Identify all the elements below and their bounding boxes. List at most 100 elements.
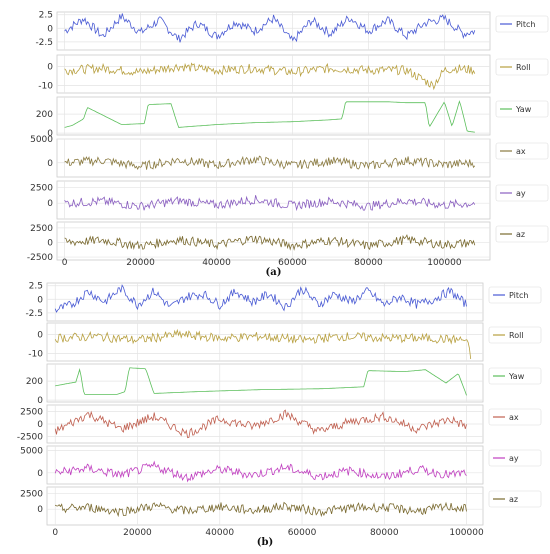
subplot-roll: 0 -10 Roll	[38, 54, 549, 94]
plot-frame	[46, 445, 484, 485]
series-line-yaw	[55, 367, 467, 396]
x-tick-label: 20000	[123, 528, 152, 538]
legend-box	[488, 408, 542, 426]
legend-label-ax: ax	[516, 147, 526, 156]
subplot-ax: 5000 0 ax	[30, 135, 549, 178]
series-line-ax	[64, 155, 476, 171]
plot-frame	[56, 96, 491, 136]
legend-box	[488, 367, 542, 385]
y-tick-label: 200	[26, 377, 43, 387]
x-tick-label: 40000	[205, 528, 234, 538]
y-tick-label: 0	[47, 238, 53, 248]
y-tick-label: -2500	[27, 253, 53, 263]
series-line-ay	[54, 460, 467, 483]
subplot-ax: 2500 0 -2500 ax	[17, 404, 542, 444]
series-line-az	[64, 234, 476, 251]
legend-box	[488, 286, 542, 304]
legend-label-yaw: Yaw	[515, 105, 532, 114]
y-tick-label: 5000	[30, 135, 53, 145]
x-tick-label: 60000	[278, 258, 307, 268]
panel-caption: (b)	[257, 537, 273, 548]
subplot-yaw: 200 0 Yaw	[26, 363, 542, 406]
series-line-ax	[54, 409, 467, 439]
subplot-roll: 0 -10 Roll	[28, 322, 542, 362]
series-line-pitch	[54, 284, 467, 313]
legend-label-yaw: Yaw	[508, 372, 525, 381]
y-tick-label: -2.5	[35, 38, 53, 48]
subplot-ay: 2500 0 ay	[30, 180, 549, 220]
series-line-pitch	[64, 13, 476, 43]
legend-box	[495, 15, 549, 33]
legend-box	[495, 225, 549, 243]
x-tick-label: 100000	[449, 528, 484, 538]
y-tick-label: 2500	[20, 408, 43, 418]
x-tick-label: 0	[62, 258, 68, 268]
x-tick-label: 40000	[202, 258, 231, 268]
plot-frame	[56, 11, 491, 51]
y-tick-label: 0	[47, 129, 53, 139]
legend-box	[495, 100, 549, 118]
panel-caption: (a)	[266, 267, 282, 278]
x-tick-label: 80000	[370, 528, 399, 538]
y-tick-label: 5000	[20, 446, 43, 456]
legend-box	[495, 142, 549, 160]
subplot-pitch: 2.5 0 -2.5 Pitch	[25, 282, 542, 322]
plot-frame	[46, 363, 484, 403]
y-tick-label: 2.5	[29, 282, 43, 292]
y-tick-label: -10	[38, 81, 53, 91]
y-tick-label: 0	[37, 330, 43, 340]
series-line-roll	[54, 328, 472, 360]
legend-label-ay: ay	[516, 189, 526, 198]
plot-frame	[46, 486, 484, 526]
y-tick-label: 0	[47, 159, 53, 169]
legend-label-ay: ay	[509, 454, 519, 463]
y-tick-label: 0	[37, 505, 43, 515]
subplot-az: 2500 0 az	[20, 486, 542, 526]
plot-frame	[56, 138, 491, 178]
y-tick-label: 0	[47, 24, 53, 34]
legend-label-az: az	[516, 230, 525, 239]
legend-label-az: az	[509, 495, 518, 504]
chart-panel-a: 2.50-2.5Pitch0-10Roll2000Yaw50000ax25000…	[27, 11, 549, 278]
legend-label-roll: Roll	[516, 63, 531, 72]
legend-box	[488, 326, 542, 344]
x-tick-label: 60000	[288, 528, 317, 538]
legend-box	[495, 58, 549, 76]
y-tick-label: 0	[37, 396, 43, 406]
y-tick-label: 2500	[30, 224, 53, 234]
legend-label-pitch: Pitch	[516, 20, 535, 29]
legend-box	[488, 449, 542, 467]
subplot-ay: 5000 0 ay	[20, 445, 542, 485]
chart-panel-b: 2.5 0 -2.5 Pitch 0 -10 Roll 200 0 Yaw 2500 0 -2500 ax…	[17, 282, 542, 548]
y-tick-label: 0	[37, 420, 43, 430]
y-tick-label: 0	[47, 199, 53, 209]
x-tick-label: 20000	[126, 258, 155, 268]
legend-box	[488, 490, 542, 508]
x-tick-label: 0	[52, 528, 58, 538]
legend-label-pitch: Pitch	[509, 291, 528, 300]
subplot-pitch: 2.5 0 -2.5 Pitch	[35, 11, 549, 51]
series-line-ay	[64, 195, 476, 212]
y-tick-label: 200	[36, 110, 53, 120]
y-tick-label: -2500	[17, 433, 43, 443]
subplot-az: 2500 0 -2500 az	[27, 221, 549, 263]
legend-label-roll: Roll	[509, 331, 524, 340]
plot-frame	[46, 322, 484, 362]
y-tick-label: -2.5	[25, 309, 43, 319]
y-tick-label: 0	[37, 469, 43, 479]
series-line-roll	[64, 62, 476, 91]
series-line-az	[54, 501, 467, 518]
y-tick-label: 0	[37, 295, 43, 305]
y-tick-label: 2.5	[39, 11, 53, 21]
y-tick-label: 2500	[20, 489, 43, 499]
y-tick-label: 0	[47, 62, 53, 72]
x-tick-label: 80000	[354, 258, 383, 268]
y-tick-label: -10	[28, 349, 43, 359]
series-line-yaw	[64, 100, 475, 133]
legend-label-ax: ax	[509, 413, 519, 422]
x-tick-label: 100000	[427, 258, 462, 268]
legend-box	[495, 184, 549, 202]
subplot-yaw: 200 0 Yaw	[36, 96, 549, 139]
